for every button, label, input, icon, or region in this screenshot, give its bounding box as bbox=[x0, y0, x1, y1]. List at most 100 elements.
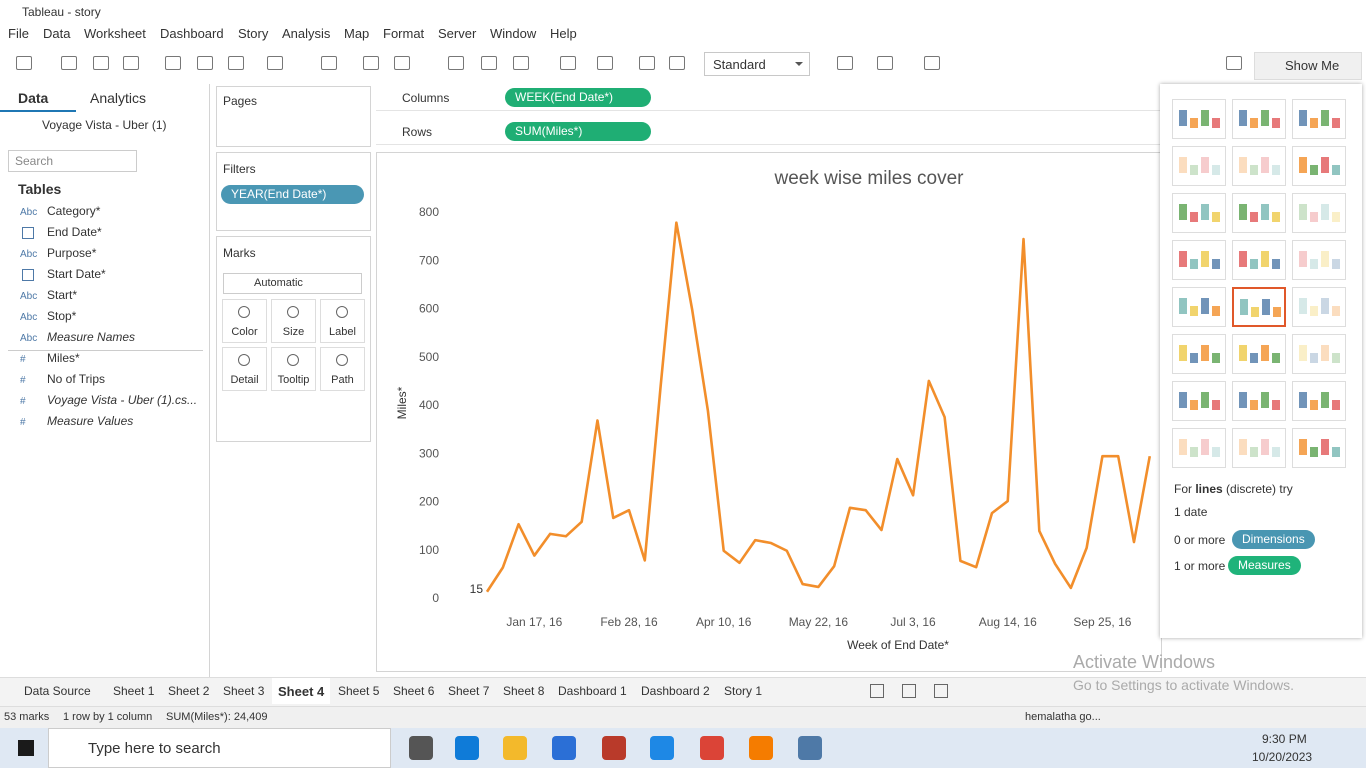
toolbar-icon[interactable] bbox=[228, 56, 244, 70]
toolbar-icon[interactable] bbox=[61, 56, 77, 70]
field-name[interactable]: Measure Values bbox=[47, 414, 134, 428]
chart-type-thumb[interactable] bbox=[1232, 193, 1286, 233]
status-user[interactable]: hemalatha go... bbox=[1025, 711, 1101, 723]
toolbar-icon[interactable] bbox=[93, 56, 109, 70]
taskbar-app[interactable] bbox=[602, 736, 626, 760]
chart-type-thumb[interactable] bbox=[1292, 193, 1346, 233]
marks-card-button[interactable]: Size bbox=[271, 299, 316, 343]
menu-item[interactable]: Map bbox=[344, 26, 370, 41]
toolbar-icon[interactable] bbox=[123, 56, 139, 70]
chart-type-thumb[interactable] bbox=[1172, 99, 1226, 139]
sheet-tab[interactable]: Sheet 3 bbox=[223, 684, 265, 698]
toolbar-icon[interactable] bbox=[1226, 56, 1242, 70]
toolbar-icon[interactable] bbox=[924, 56, 940, 70]
chart-type-thumb[interactable] bbox=[1232, 428, 1286, 468]
sheet-tab[interactable]: Sheet 4 bbox=[272, 678, 331, 704]
marks-card-button[interactable]: Tooltip bbox=[271, 347, 316, 391]
chart-type-thumb[interactable] bbox=[1172, 381, 1226, 421]
toolbar-icon[interactable] bbox=[560, 56, 576, 70]
sheet-tab[interactable]: Dashboard 2 bbox=[641, 684, 710, 698]
toolbar-icon[interactable] bbox=[481, 56, 497, 70]
taskbar-app[interactable] bbox=[503, 736, 527, 760]
field-name[interactable]: Start* bbox=[47, 288, 78, 302]
sheet-tab[interactable]: Sheet 1 bbox=[113, 684, 155, 698]
marks-card-button[interactable]: Color bbox=[222, 299, 267, 343]
chart-type-thumb[interactable] bbox=[1232, 287, 1286, 327]
new-sheet-icon[interactable] bbox=[934, 684, 948, 698]
field-name[interactable]: End Date* bbox=[47, 225, 102, 239]
show-me-button[interactable]: Show Me bbox=[1254, 52, 1362, 80]
menu-item[interactable]: Worksheet bbox=[84, 26, 146, 41]
chart-type-thumb[interactable] bbox=[1292, 99, 1346, 139]
toolbar-icon[interactable] bbox=[363, 56, 379, 70]
marks-card-button[interactable]: Label bbox=[320, 299, 365, 343]
menu-item[interactable]: Server bbox=[438, 26, 477, 41]
mark-type[interactable]: Automatic bbox=[223, 273, 362, 294]
taskbar-app[interactable] bbox=[409, 736, 433, 760]
taskbar-app[interactable] bbox=[700, 736, 724, 760]
chart-type-thumb[interactable] bbox=[1292, 381, 1346, 421]
toolbar-icon[interactable] bbox=[877, 56, 893, 70]
chart-type-thumb[interactable] bbox=[1232, 99, 1286, 139]
filter-pill[interactable]: YEAR(End Date*) bbox=[221, 185, 364, 204]
chart-type-thumb[interactable] bbox=[1172, 287, 1226, 327]
toolbar-icon[interactable] bbox=[513, 56, 529, 70]
toolbar-icon[interactable] bbox=[639, 56, 655, 70]
toolbar-icon[interactable] bbox=[267, 56, 283, 70]
menu-item[interactable]: Data bbox=[43, 26, 71, 41]
toolbar-icon[interactable] bbox=[197, 56, 213, 70]
menu-item[interactable]: Format bbox=[383, 26, 425, 41]
sheet-tab[interactable]: Sheet 5 bbox=[338, 684, 380, 698]
menu-item[interactable]: Help bbox=[550, 26, 577, 41]
sheet-tab[interactable]: Sheet 7 bbox=[448, 684, 490, 698]
marks-card-button[interactable]: Path bbox=[320, 347, 365, 391]
field-name[interactable]: No of Trips bbox=[47, 372, 106, 386]
field-name[interactable]: Voyage Vista - Uber (1).cs... bbox=[47, 393, 198, 407]
toolbar-icon[interactable] bbox=[394, 56, 410, 70]
toolbar-icon[interactable] bbox=[597, 56, 613, 70]
menu-item[interactable]: Story bbox=[238, 26, 269, 41]
field-name[interactable]: Start Date* bbox=[47, 267, 106, 281]
menu-item[interactable]: Analysis bbox=[282, 26, 331, 41]
pane-tab[interactable]: Data bbox=[18, 90, 49, 106]
toolbar-icon[interactable] bbox=[16, 56, 32, 70]
taskbar-app[interactable] bbox=[798, 736, 822, 760]
chart-type-thumb[interactable] bbox=[1292, 334, 1346, 374]
marks-card-button[interactable]: Detail bbox=[222, 347, 267, 391]
new-sheet-icon[interactable] bbox=[870, 684, 884, 698]
field-name[interactable]: Purpose* bbox=[47, 246, 97, 260]
field-name[interactable]: Stop* bbox=[47, 309, 77, 323]
field-name[interactable]: Miles* bbox=[47, 351, 80, 365]
sheet-tab[interactable]: Sheet 6 bbox=[393, 684, 435, 698]
menu-item[interactable]: Window bbox=[490, 26, 537, 41]
search-box[interactable]: Search bbox=[8, 150, 137, 172]
taskbar-app[interactable] bbox=[552, 736, 576, 760]
chart-type-thumb[interactable] bbox=[1292, 287, 1346, 327]
field-name[interactable]: Category* bbox=[47, 204, 101, 218]
taskbar-app[interactable] bbox=[650, 736, 674, 760]
chart-type-thumb[interactable] bbox=[1172, 193, 1226, 233]
chart-type-thumb[interactable] bbox=[1292, 146, 1346, 186]
start-button[interactable] bbox=[18, 740, 34, 756]
taskbar-search[interactable]: Type here to search bbox=[48, 728, 391, 768]
chart-type-thumb[interactable] bbox=[1232, 334, 1286, 374]
toolbar-icon[interactable] bbox=[321, 56, 337, 70]
sheet-tab[interactable]: Data Source bbox=[24, 684, 91, 698]
chart-type-thumb[interactable] bbox=[1232, 240, 1286, 280]
chart-type-thumb[interactable] bbox=[1292, 428, 1346, 468]
columns-pill[interactable]: WEEK(End Date*) bbox=[505, 88, 651, 107]
taskbar-app[interactable] bbox=[455, 736, 479, 760]
menu-item[interactable]: Dashboard bbox=[160, 26, 224, 41]
chart-type-thumb[interactable] bbox=[1172, 334, 1226, 374]
pane-tab[interactable]: Analytics bbox=[90, 90, 147, 106]
toolbar-icon[interactable] bbox=[669, 56, 685, 70]
sheet-tab[interactable]: Story 1 bbox=[724, 684, 763, 698]
chart-type-thumb[interactable] bbox=[1292, 240, 1346, 280]
toolbar-icon[interactable] bbox=[837, 56, 853, 70]
chart-type-thumb[interactable] bbox=[1172, 240, 1226, 280]
sheet-tab[interactable]: Sheet 8 bbox=[503, 684, 545, 698]
chart-type-thumb[interactable] bbox=[1172, 428, 1226, 468]
fit-dropdown[interactable]: Standard bbox=[704, 52, 810, 76]
toolbar-icon[interactable] bbox=[448, 56, 464, 70]
chart-type-thumb[interactable] bbox=[1232, 381, 1286, 421]
